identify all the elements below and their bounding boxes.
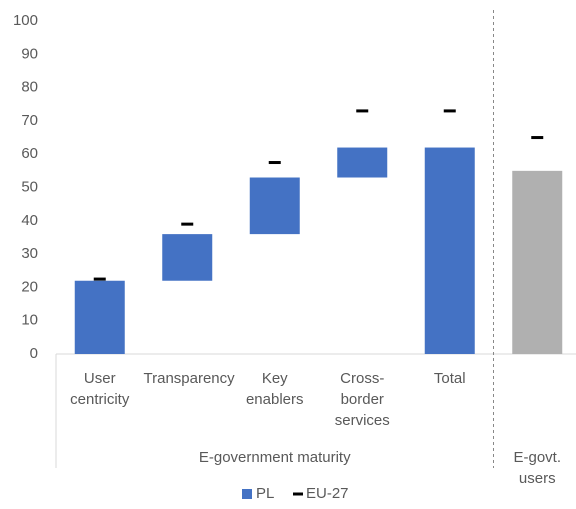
y-tick-label: 90 <box>21 45 38 62</box>
y-tick-label: 80 <box>21 79 38 96</box>
y-tick-label: 50 <box>21 178 38 195</box>
legend-label: EU-27 <box>306 485 349 502</box>
x-tick-label: User centricity <box>70 370 130 408</box>
x-tick-label: Key enablers <box>245 370 304 408</box>
x-tick-label: Cross-border services <box>334 370 390 429</box>
legend-swatch <box>242 489 252 499</box>
y-tick-label: 10 <box>21 312 38 329</box>
y-tick-label: 70 <box>21 112 38 129</box>
bar <box>249 177 300 235</box>
y-tick-label: 100 <box>13 12 38 29</box>
x-tick-label: Transparency <box>143 370 235 387</box>
bar <box>162 234 213 281</box>
bar <box>337 147 388 178</box>
y-tick-label: 60 <box>21 145 38 162</box>
legend-label: PL <box>256 485 274 502</box>
y-tick-label: 0 <box>30 345 38 362</box>
bar <box>424 147 475 354</box>
x-tick-label: Total <box>433 370 466 387</box>
group-label: E-government maturity <box>198 449 351 466</box>
y-tick-label: 40 <box>21 212 38 229</box>
bar <box>74 280 125 354</box>
bar <box>512 170 563 354</box>
y-tick-label: 30 <box>21 245 38 262</box>
y-tick-label: 20 <box>21 278 38 295</box>
group-label: E-govt. users <box>513 449 562 487</box>
